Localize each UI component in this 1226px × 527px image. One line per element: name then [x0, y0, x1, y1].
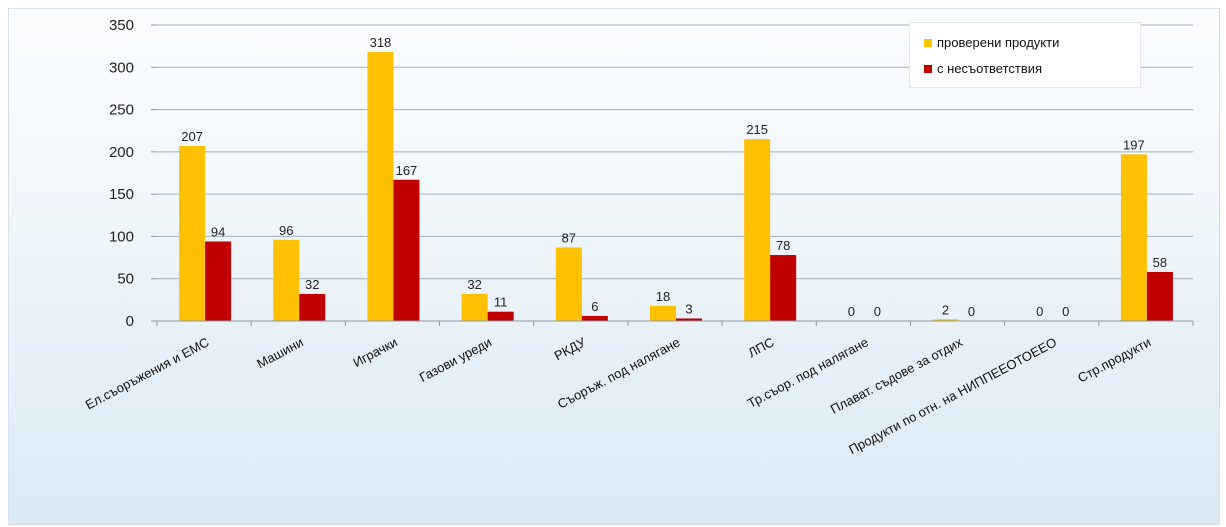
- bar-checked: [179, 145, 206, 321]
- bar-nonconform: [299, 293, 326, 321]
- y-tick-label: 50: [117, 271, 134, 288]
- legend-swatch-checked: [924, 38, 932, 47]
- x-tick-label: Играчки: [350, 334, 399, 370]
- data-label-nonconform: 3: [685, 301, 692, 316]
- data-label-nonconform: 167: [396, 163, 418, 178]
- bar-nonconform: [393, 179, 420, 321]
- bar-nonconform: [1146, 271, 1173, 321]
- data-label-nonconform: 94: [211, 225, 225, 240]
- bar-checked: [461, 293, 488, 321]
- data-label-nonconform: 6: [591, 299, 598, 314]
- bar-checked: [367, 52, 394, 321]
- legend-swatch-nonconform: [924, 64, 932, 73]
- y-tick-label: 150: [109, 186, 134, 203]
- bar-checked: [273, 239, 300, 321]
- data-label-nonconform: 11: [494, 295, 508, 310]
- data-label-checked: 318: [370, 35, 392, 50]
- data-label-nonconform: 58: [1153, 255, 1167, 270]
- y-axis-ticks: 0 50 100 150 200 250 300 350: [109, 17, 157, 330]
- x-tick-label: Ел.съоръжения и EMC: [83, 334, 212, 412]
- data-label-nonconform: 0: [1062, 304, 1069, 319]
- data-label-checked: 2: [942, 302, 949, 317]
- x-tick-label: ЛПС: [745, 334, 776, 360]
- bar-nonconform: [770, 255, 797, 321]
- y-tick-label: 300: [109, 59, 134, 76]
- bar-nonconform: [676, 318, 702, 321]
- bar-checked: [932, 319, 959, 321]
- data-label-nonconform: 78: [776, 238, 790, 253]
- data-labels: 207 94 96 32 318 167 32 11 87 6 18 3 215 78 0 0 2 0 0 0 197 5…: [181, 35, 1167, 319]
- category-labels: Ел.съоръжения и EMC Машини Играчки Газови у…: [83, 321, 1194, 457]
- data-label-checked: 96: [279, 223, 293, 238]
- data-label-checked: 0: [1036, 304, 1043, 319]
- x-tick-label: Газови уреди: [417, 334, 494, 385]
- data-label-checked: 0: [848, 304, 855, 319]
- y-tick-label: 100: [109, 228, 134, 245]
- data-label-nonconform: 32: [305, 277, 319, 292]
- x-tick-label: Стр.продукти: [1075, 334, 1153, 385]
- y-tick-label: 350: [109, 17, 134, 34]
- legend-label-checked: проверени продукти: [937, 35, 1060, 50]
- bars: [179, 52, 1173, 321]
- bar-nonconform: [581, 315, 608, 321]
- legend-item-checked: проверени продукти: [924, 35, 1059, 50]
- data-label-checked: 32: [467, 277, 481, 292]
- bar-checked: [650, 305, 676, 321]
- legend-label-nonconform: с несъответствия: [937, 61, 1043, 76]
- data-label-checked: 18: [656, 289, 670, 304]
- bar-checked: [744, 139, 771, 321]
- y-tick-label: 250: [109, 102, 134, 119]
- data-label-nonconform: 0: [968, 304, 975, 319]
- y-tick-label: 200: [109, 144, 134, 161]
- bar-nonconform: [205, 241, 232, 321]
- x-tick-label: Машини: [254, 334, 305, 371]
- y-tick-label: 0: [126, 313, 134, 330]
- legend: проверени продукти с несъответствия: [909, 22, 1141, 88]
- data-label-nonconform: 0: [874, 304, 881, 319]
- x-tick-label: РКДУ: [552, 334, 589, 363]
- bar-checked: [1120, 154, 1147, 321]
- data-label-checked: 197: [1123, 137, 1145, 152]
- data-label-checked: 215: [746, 122, 768, 137]
- bar-nonconform: [487, 311, 514, 321]
- data-label-checked: 207: [181, 129, 203, 144]
- bar-checked: [555, 247, 582, 321]
- data-label-checked: 87: [562, 230, 576, 245]
- legend-item-nonconform: с несъответствия: [924, 61, 1042, 76]
